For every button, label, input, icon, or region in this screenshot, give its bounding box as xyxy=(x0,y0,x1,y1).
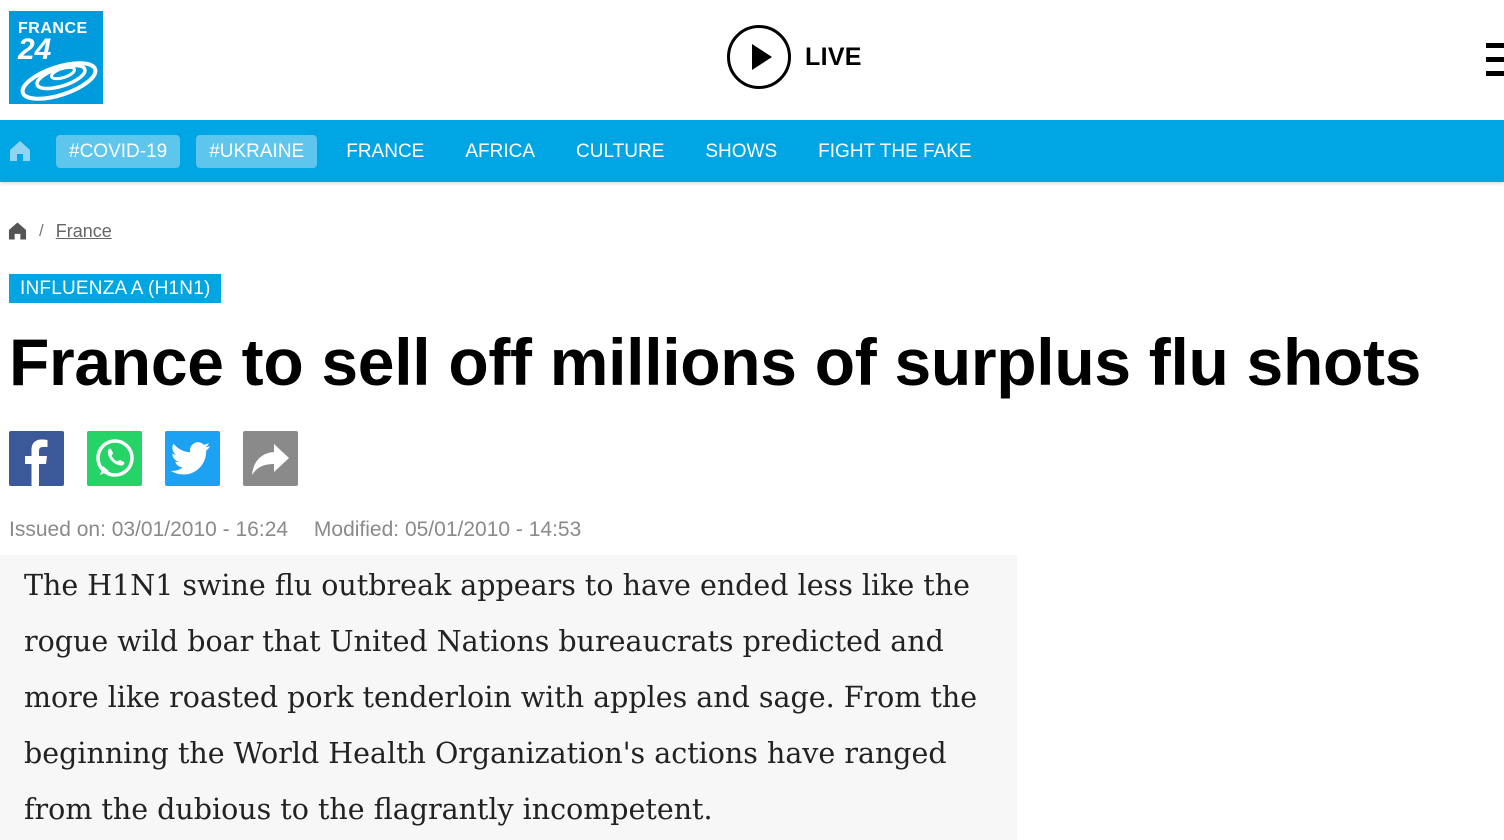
article-title: France to sell off millions of surplus f… xyxy=(9,325,1422,399)
home-icon[interactable] xyxy=(8,221,27,241)
nav-link-culture[interactable]: CULTURE xyxy=(576,140,665,162)
live-button[interactable]: LIVE xyxy=(727,23,862,91)
share-icon[interactable] xyxy=(243,431,298,486)
article-dates: Issued on: 03/01/2010 - 16:24 Modified: … xyxy=(9,518,581,542)
home-icon[interactable] xyxy=(8,139,32,163)
nav-link-france[interactable]: FRANCE xyxy=(346,140,425,162)
main-nav: #COVID-19 #UKRAINE FRANCE AFRICA CULTURE… xyxy=(0,120,1504,182)
nav-pill-ukraine[interactable]: #UKRAINE xyxy=(196,134,318,168)
share-bar xyxy=(9,431,298,486)
nav-link-shows[interactable]: SHOWS xyxy=(705,140,778,162)
site-header: FRANCE 24 LIVE xyxy=(0,0,1504,120)
modified-date: Modified: 05/01/2010 - 14:53 xyxy=(313,518,582,541)
logo-text-24: 24 xyxy=(18,33,52,66)
breadcrumb-separator: / xyxy=(39,221,44,240)
issued-date: Issued on: 03/01/2010 - 16:24 xyxy=(9,518,289,541)
nav-items: #COVID-19 #UKRAINE FRANCE AFRICA CULTURE… xyxy=(56,120,1000,182)
logo-text-france: FRANCE xyxy=(18,20,88,37)
twitter-icon[interactable] xyxy=(165,431,220,486)
lead-paragraph: The H1N1 swine flu outbreak appears to h… xyxy=(24,569,978,826)
logo-waves-icon xyxy=(20,61,98,101)
nav-pill-covid[interactable]: #COVID-19 xyxy=(56,134,181,168)
nav-link-fight-the-fake[interactable]: FIGHT THE FAKE xyxy=(818,140,972,162)
breadcrumb: / France xyxy=(8,218,112,244)
breadcrumb-link-france[interactable]: France xyxy=(55,220,112,241)
france24-logo[interactable]: FRANCE 24 xyxy=(9,11,103,104)
facebook-icon[interactable] xyxy=(9,431,64,486)
live-label: LIVE xyxy=(805,42,862,71)
article-tag[interactable]: INFLUENZA A (H1N1) xyxy=(9,274,222,303)
hamburger-menu-icon[interactable] xyxy=(1486,43,1504,79)
nav-link-africa[interactable]: AFRICA xyxy=(465,140,536,162)
play-icon xyxy=(727,25,791,89)
article-lead: The H1N1 swine flu outbreak appears to h… xyxy=(0,555,1017,840)
whatsapp-icon[interactable] xyxy=(87,431,142,486)
